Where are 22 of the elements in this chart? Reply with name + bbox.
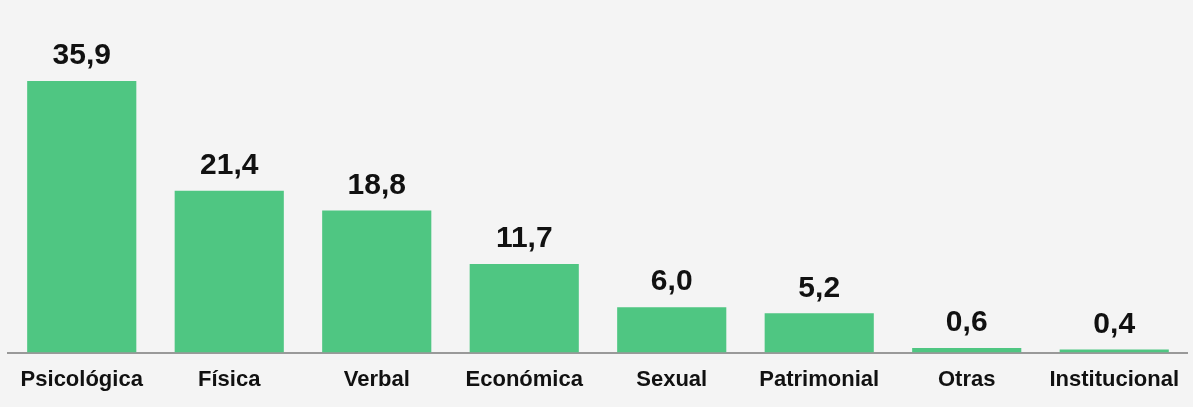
x-tick-label: Otras — [937, 365, 996, 391]
bar — [322, 210, 432, 353]
x-tick-label: Económica — [465, 365, 584, 391]
bar — [617, 307, 727, 353]
x-tick-label: Sexual — [636, 365, 708, 391]
x-tick-label: Patrimonial — [759, 365, 880, 391]
data-label: 5,2 — [798, 269, 841, 303]
data-label: 35,9 — [52, 37, 111, 71]
data-label: 21,4 — [200, 146, 259, 180]
x-tick-label: Física — [198, 365, 262, 391]
data-label: 11,7 — [495, 220, 553, 254]
bar — [174, 190, 284, 353]
x-tick-label: Psicológica — [20, 365, 144, 391]
data-label: 18,8 — [347, 166, 406, 200]
bar — [469, 264, 579, 353]
data-label: 0,4 — [1093, 305, 1136, 339]
x-tick-label: Verbal — [343, 365, 410, 391]
data-label: 0,6 — [945, 304, 988, 338]
bar — [764, 313, 874, 353]
data-label: 6,0 — [650, 263, 693, 297]
bar — [27, 81, 137, 353]
x-tick-label: Institucional — [1049, 365, 1179, 391]
